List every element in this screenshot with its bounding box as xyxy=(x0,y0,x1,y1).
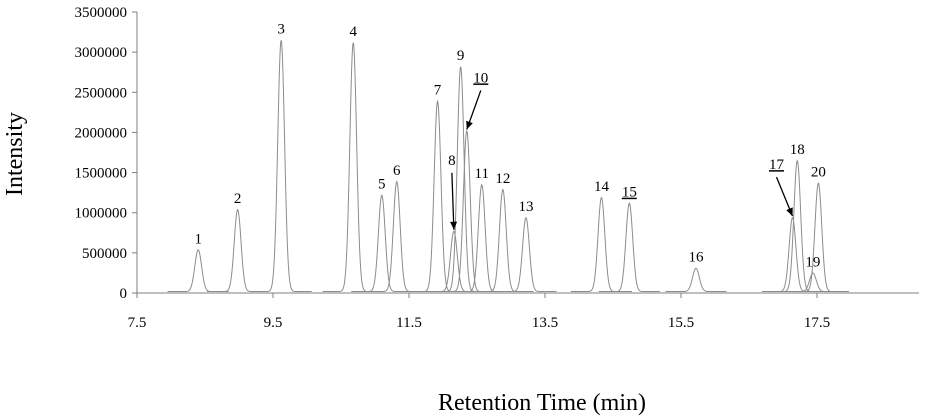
peak-label-5: 5 xyxy=(378,177,386,193)
y-tick-label: 2500000 xyxy=(75,85,128,101)
peak-label-12: 12 xyxy=(495,171,510,187)
x-tick-label: 11.5 xyxy=(396,315,422,331)
peak-trace-13 xyxy=(495,216,557,293)
peak-trace-4 xyxy=(322,42,384,293)
x-axis-ticks: 7.5 9.5 11.5 13.5 15.5 17.5 xyxy=(128,293,830,331)
peak-label-14: 14 xyxy=(594,179,610,195)
peak-trace-18 xyxy=(766,159,828,293)
peak-arrows xyxy=(450,90,794,230)
y-tick-label: 3500000 xyxy=(75,5,128,21)
peak-label-8: 8 xyxy=(448,153,456,169)
peak-trace-1 xyxy=(167,249,229,293)
peak-label-3: 3 xyxy=(277,22,285,38)
x-tick-label: 7.5 xyxy=(128,315,147,331)
peak-label-9: 9 xyxy=(457,48,465,64)
peak-label-18: 18 xyxy=(790,142,805,158)
peak-trace-19 xyxy=(782,272,844,293)
y-tick-label: 1000000 xyxy=(75,206,128,222)
peak-trace-7 xyxy=(406,99,469,293)
axes xyxy=(136,12,919,294)
peak-trace-14 xyxy=(570,196,633,293)
peak-trace-10 xyxy=(436,129,498,293)
peak-trace-2 xyxy=(207,208,269,293)
peak-label-4: 4 xyxy=(349,24,357,40)
y-tick-label: 500000 xyxy=(82,246,127,262)
peak-trace-20 xyxy=(787,182,849,293)
peak-arrowhead-8 xyxy=(450,221,458,230)
y-tick-label: 0 xyxy=(120,286,128,302)
y-axis-title: Intensity xyxy=(2,112,28,196)
x-tick-label: 17.5 xyxy=(804,315,830,331)
peak-trace-16 xyxy=(665,267,727,293)
y-tick-label: 2000000 xyxy=(75,125,128,141)
x-axis-title: Retention Time (min) xyxy=(438,390,646,416)
chromatogram-traces xyxy=(167,40,849,293)
peak-label-20: 20 xyxy=(811,165,826,181)
peak-label-11: 11 xyxy=(475,166,489,182)
y-axis-ticks: 0 500000 1000000 1500000 2000000 2500000 30000… xyxy=(75,5,137,302)
peak-label-13: 13 xyxy=(518,199,533,215)
peak-arrow-8 xyxy=(451,172,455,230)
peak-trace-3 xyxy=(250,40,312,293)
x-tick-label: 15.5 xyxy=(668,315,694,331)
peak-trace-5 xyxy=(351,194,413,293)
peak-label-10: 10 xyxy=(473,70,488,86)
y-tick-label: 3000000 xyxy=(75,45,128,61)
peak-label-19: 19 xyxy=(805,255,820,271)
peak-label-17: 17 xyxy=(769,157,785,173)
peak-label-7: 7 xyxy=(434,83,442,99)
peak-label-15: 15 xyxy=(622,185,637,201)
peak-arrowhead-10 xyxy=(466,120,473,130)
peak-trace-12 xyxy=(472,188,534,293)
y-tick-label: 1500000 xyxy=(75,166,128,182)
peak-arrowhead-17 xyxy=(786,207,793,217)
x-tick-label: 13.5 xyxy=(532,315,558,331)
peak-label-16: 16 xyxy=(688,250,704,266)
peak-trace-11 xyxy=(451,183,513,293)
peak-label-2: 2 xyxy=(234,191,242,207)
x-tick-label: 9.5 xyxy=(264,315,283,331)
peak-label-6: 6 xyxy=(393,163,401,179)
peak-trace-15 xyxy=(598,202,660,293)
peak-label-1: 1 xyxy=(194,231,202,247)
